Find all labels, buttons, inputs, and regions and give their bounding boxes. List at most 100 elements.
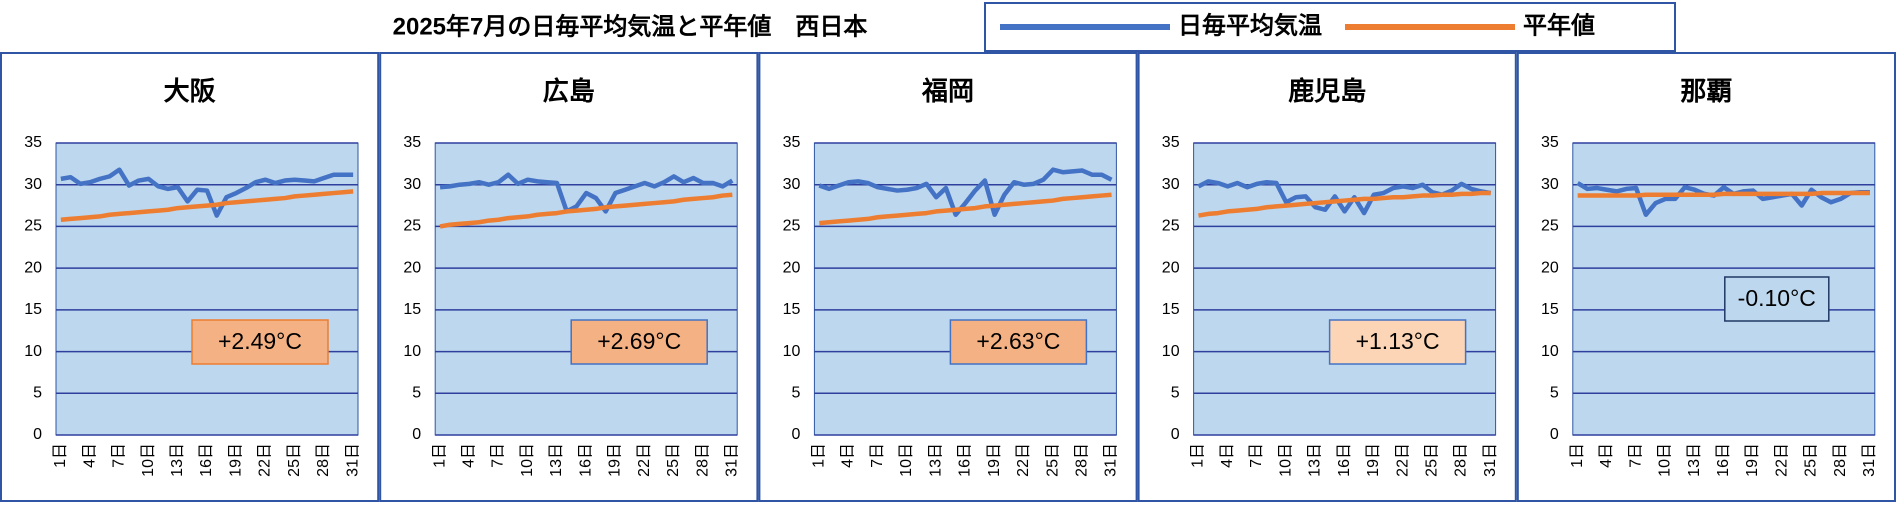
x-tick-label: 4日 [1219, 443, 1236, 468]
y-tick-label: 0 [33, 426, 42, 443]
annotation-box [570, 319, 708, 365]
y-tick-label: 15 [1162, 301, 1180, 318]
y-tick-label: 25 [1541, 218, 1559, 235]
x-tick-label: 1日 [52, 443, 69, 468]
plot-area [434, 142, 738, 436]
y-tick-label: 0 [791, 426, 800, 443]
annotation-box [191, 319, 329, 365]
x-tick-label: 22日 [636, 443, 653, 477]
plot-area [1193, 142, 1497, 436]
x-tick-label: 19日 [1744, 443, 1761, 477]
x-tick-label: 4日 [1598, 443, 1615, 468]
series-line [1577, 190, 1870, 198]
x-tick-label: 16日 [577, 443, 594, 477]
y-tick-label: 35 [783, 134, 801, 151]
y-tick-label: 0 [1171, 426, 1180, 443]
panel: 福岡 0 5 10 15 20 25 30 35 1日 4日 7日 10日 13日 16日 19日 22日 25日… [758, 52, 1138, 502]
y-tick-label: 35 [1541, 134, 1559, 151]
y-tick-label: 25 [403, 218, 421, 235]
y-tick-label: 10 [783, 343, 801, 360]
y-tick-label: 20 [783, 259, 801, 276]
y-tick-label: 15 [1541, 301, 1559, 318]
x-tick-label: 10日 [1277, 443, 1294, 477]
x-tick-label: 10日 [898, 443, 915, 477]
panel: 大阪 0 5 10 15 20 25 30 35 1日 4日 7日 10日 13日 16日 19日 22日 25日… [0, 52, 380, 502]
x-tick-label: 10日 [1657, 443, 1674, 477]
x-tick-label: 1日 [431, 443, 448, 468]
x-tick-label: 13日 [548, 443, 565, 477]
y-tick-label: 35 [403, 134, 421, 151]
x-tick-label: 19日 [1365, 443, 1382, 477]
legend-label: 平年値 [1523, 11, 1595, 39]
x-tick-label: 28日 [1832, 443, 1849, 477]
x-tick-label: 4日 [840, 443, 857, 468]
x-tick-label: 1日 [810, 443, 827, 468]
x-tick-label: 1日 [1569, 443, 1586, 468]
x-tick-label: 7日 [1248, 443, 1265, 468]
annotation-text: -0.10°C [1738, 285, 1816, 311]
x-tick-label: 10日 [140, 443, 157, 477]
x-tick-label: 19日 [227, 443, 244, 477]
y-tick-label: 0 [1550, 426, 1559, 443]
y-tick-label: 30 [1162, 176, 1180, 193]
panel-title: 大阪 [164, 76, 216, 106]
x-tick-label: 22日 [1394, 443, 1411, 477]
y-tick-label: 30 [24, 176, 42, 193]
x-tick-label: 13日 [927, 443, 944, 477]
x-tick-label: 25日 [286, 443, 303, 477]
x-tick-label: 25日 [665, 443, 682, 477]
x-tick-label: 7日 [1627, 443, 1644, 468]
y-tick-label: 5 [791, 385, 800, 402]
x-tick-label: 13日 [169, 443, 186, 477]
panel: 広島 0 5 10 15 20 25 30 35 1日 4日 7日 10日 13日 16日 19日 22日 25日… [379, 52, 759, 502]
plot-area [55, 142, 359, 436]
y-tick-label: 0 [412, 426, 421, 443]
y-tick-label: 25 [24, 218, 42, 235]
x-tick-label: 16日 [957, 443, 974, 477]
x-tick-label: 22日 [257, 443, 274, 477]
x-tick-label: 28日 [315, 443, 332, 477]
x-tick-label: 7日 [490, 443, 507, 468]
annotation-box [949, 319, 1088, 365]
panel: 鹿児島 0 5 10 15 20 25 30 35 1日 4日 7日 10日 13日 16日 19日 22日 25… [1137, 52, 1517, 502]
y-tick-label: 5 [1550, 385, 1559, 402]
series-line [1576, 181, 1870, 217]
legend-label: 日毎平均気温 [1178, 11, 1322, 39]
x-tick-label: 19日 [986, 443, 1003, 477]
y-tick-label: 15 [24, 301, 42, 318]
x-tick-label: 13日 [1307, 443, 1324, 477]
x-tick-label: 22日 [1015, 443, 1032, 477]
annotation-text: +2.49°C [218, 328, 302, 354]
plot-area [813, 142, 1117, 436]
y-tick-label: 10 [1162, 343, 1180, 360]
x-tick-label: 31日 [1103, 443, 1120, 477]
x-tick-label: 4日 [461, 443, 478, 468]
y-tick-label: 10 [1541, 343, 1559, 360]
x-tick-label: 13日 [1686, 443, 1703, 477]
series-line [60, 189, 354, 222]
y-tick-label: 25 [783, 218, 801, 235]
annotation-box [1724, 276, 1830, 322]
page-title: 2025年7月の日毎平均気温と平年値 西日本 [393, 12, 868, 40]
y-tick-label: 35 [1162, 134, 1180, 151]
annotation-text: +2.69°C [597, 328, 681, 354]
x-tick-label: 31日 [724, 443, 741, 477]
x-tick-label: 25日 [1803, 443, 1820, 477]
x-tick-label: 28日 [1453, 443, 1470, 477]
series-line [60, 167, 354, 218]
y-tick-label: 30 [403, 176, 421, 193]
y-tick-label: 30 [783, 176, 801, 193]
y-tick-label: 10 [24, 343, 42, 360]
x-tick-label: 25日 [1423, 443, 1440, 477]
y-tick-label: 10 [403, 343, 421, 360]
y-tick-label: 5 [33, 385, 42, 402]
panel-title: 那覇 [1680, 76, 1732, 106]
panel: 那覇 0 5 10 15 20 25 30 35 1日 4日 7日 10日 13日 16日 19日 22日 25日… [1516, 52, 1896, 502]
x-tick-label: 1日 [1190, 443, 1207, 468]
y-tick-label: 15 [783, 301, 801, 318]
x-tick-label: 7日 [869, 443, 886, 468]
y-tick-label: 30 [1541, 176, 1559, 193]
panel-title: 福岡 [921, 76, 974, 106]
series-line [439, 172, 734, 214]
